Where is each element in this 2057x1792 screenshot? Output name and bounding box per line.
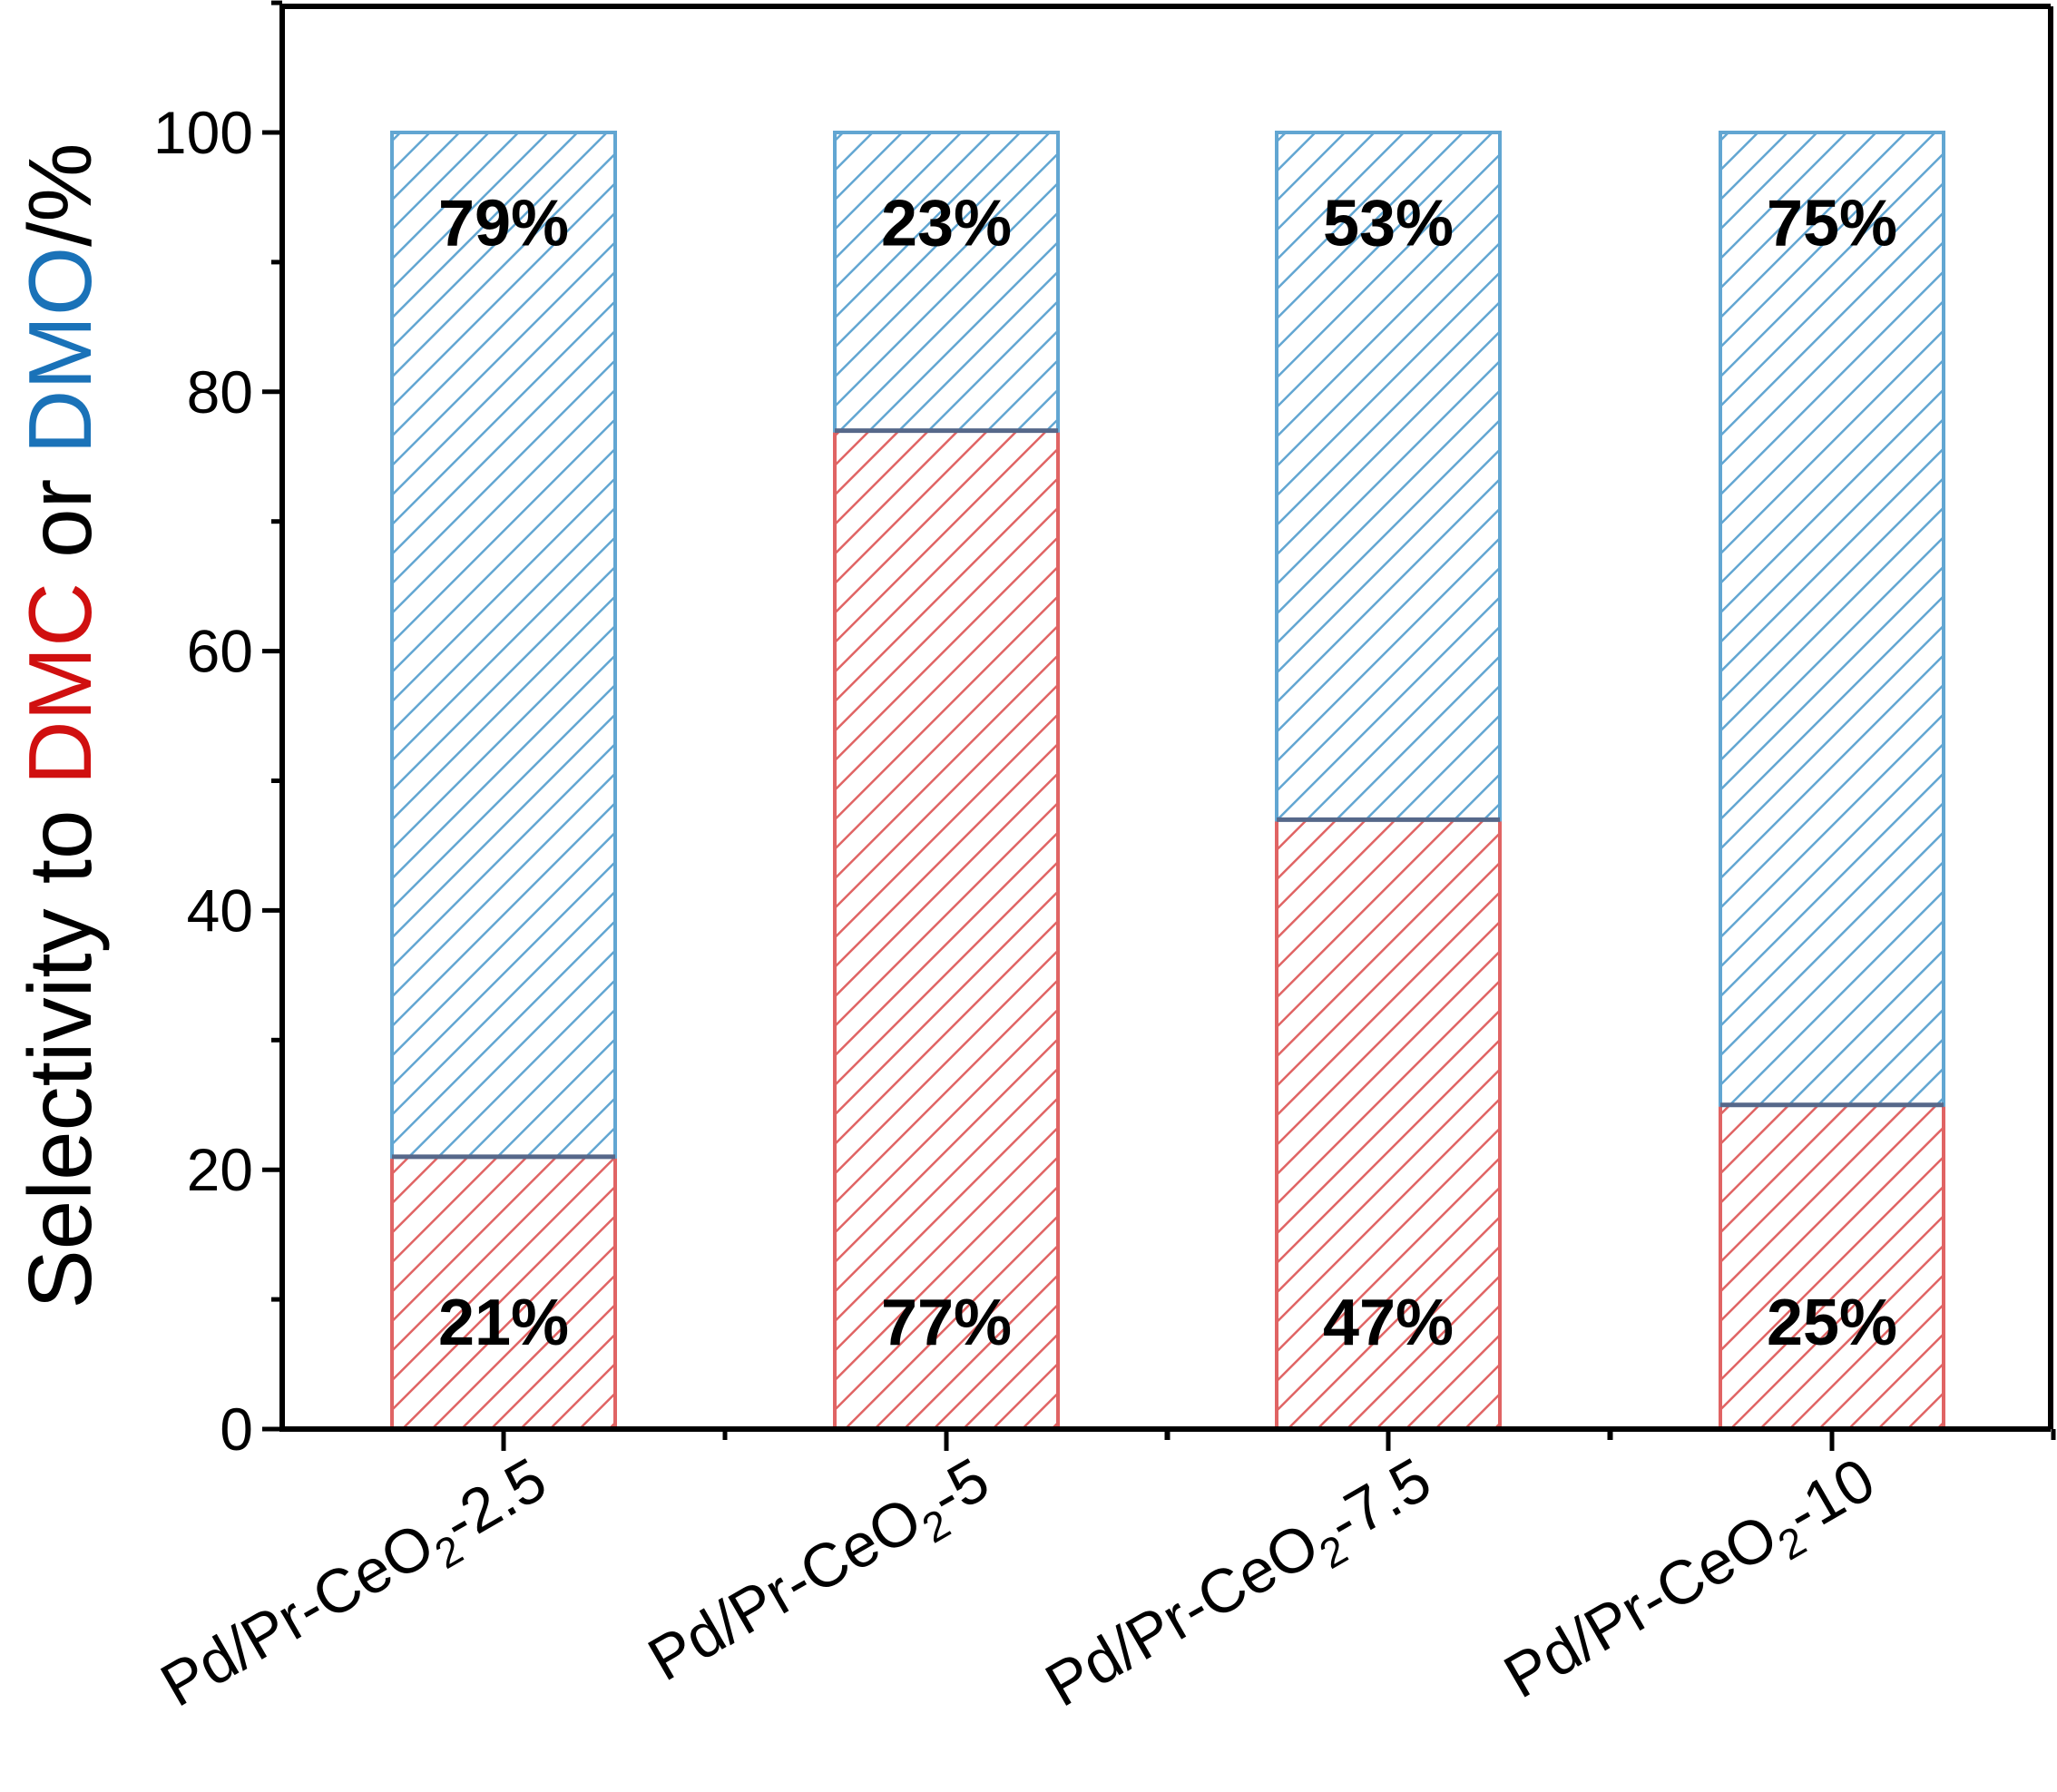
y-tick-label: 20 <box>187 1136 253 1203</box>
y-tick-label: 100 <box>153 99 253 166</box>
y-label-suffix: /% <box>10 142 110 246</box>
x-label-main: Pd/Pr-CeO <box>150 1510 446 1720</box>
x-label-main: Pd/Pr-CeO <box>1493 1501 1788 1711</box>
data-label-dmo: 79% <box>438 187 569 259</box>
data-label-dmo: 23% <box>881 187 1012 259</box>
y-tick-label: 0 <box>220 1395 253 1463</box>
bar-dmc <box>833 428 1060 1431</box>
data-label-dmc: 21% <box>438 1287 569 1359</box>
y-tick-label: 40 <box>187 876 253 944</box>
y-label-mid: or <box>10 454 110 583</box>
y-label-dmo: DMO <box>10 247 110 455</box>
y-tick-label: 60 <box>187 618 253 685</box>
data-label-dmo: 53% <box>1323 187 1454 259</box>
x-tick-label: Pd/Pr-CeO2-7.5 <box>1034 1444 1447 1728</box>
x-tick-label: Pd/Pr-CeO2-5 <box>637 1444 1005 1703</box>
bar-dmc <box>1275 818 1502 1431</box>
y-axis-label: Selectivity to DMC or DMO/% <box>10 142 110 1308</box>
data-label-dmc: 25% <box>1767 1287 1897 1359</box>
x-tick-label: Pd/Pr-CeO2-10 <box>1493 1444 1891 1720</box>
x-label-main: Pd/Pr-CeO <box>1034 1510 1330 1720</box>
bar-dmo <box>390 131 617 1159</box>
y-label-dmc: DMC <box>10 583 110 785</box>
data-label-dmo: 75% <box>1767 187 1897 259</box>
data-label-dmc: 77% <box>881 1287 1012 1359</box>
x-label-main: Pd/Pr-CeO <box>637 1484 933 1694</box>
bars-layer: 21% 79% 77% 23% 47% 53% 25% 75% <box>390 131 1945 1432</box>
y-label-prefix: Selectivity to <box>10 785 110 1308</box>
data-label-dmc: 47% <box>1323 1287 1454 1359</box>
bar-dmc <box>1719 1102 1945 1431</box>
bar-dmc <box>390 1154 617 1432</box>
x-tick-label: Pd/Pr-CeO2-2.5 <box>150 1444 563 1728</box>
bar-dmo <box>833 131 1060 433</box>
y-tick-label: 80 <box>187 358 253 426</box>
bar-dmo <box>1719 131 1945 1107</box>
bar-dmo <box>1275 131 1502 822</box>
